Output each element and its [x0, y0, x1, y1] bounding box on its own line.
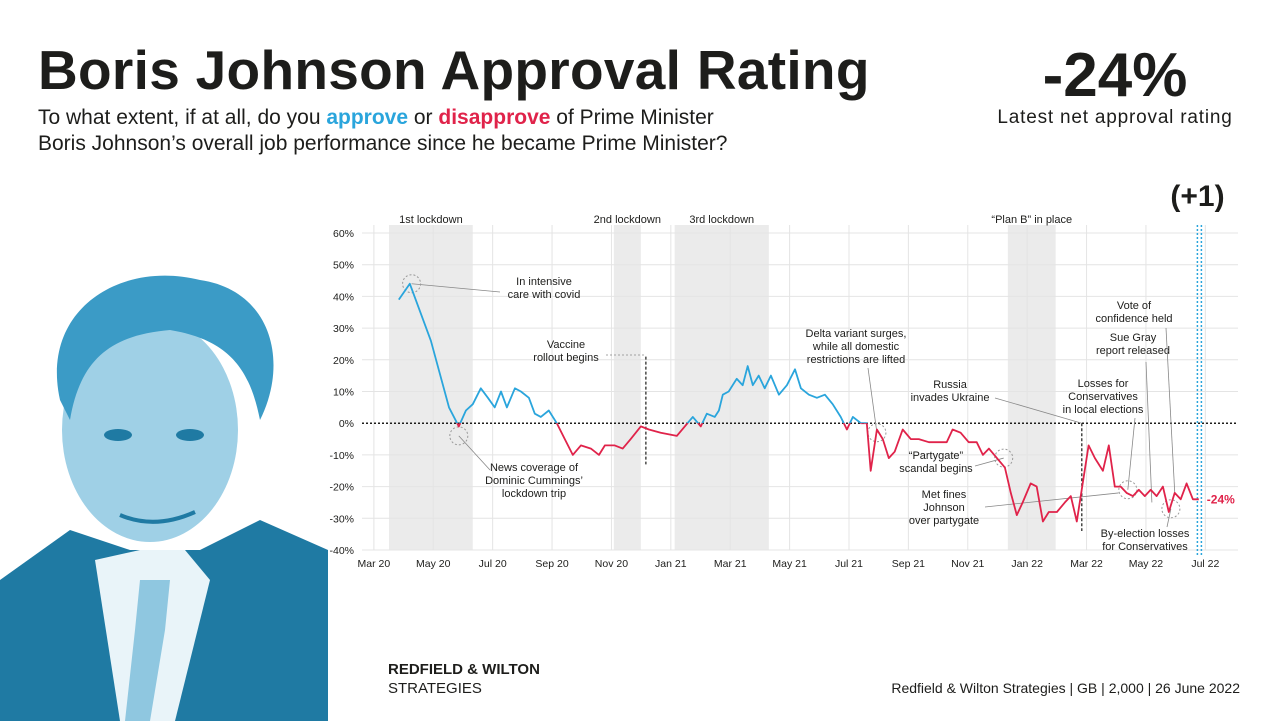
leader-line	[1166, 508, 1172, 528]
annotation-text: “Partygate”	[909, 450, 964, 462]
annotation-text: restrictions are lifted	[807, 354, 905, 366]
leader-line	[984, 492, 1119, 508]
headline-value: -24%	[1042, 41, 1188, 110]
shaded-period	[389, 225, 473, 550]
subtitle-text: Boris Johnson’s overall job performance …	[38, 132, 728, 155]
y-tick-label: -20%	[329, 482, 354, 494]
annotation-text: invades Ukraine	[911, 392, 990, 404]
x-tick-label: Jan 21	[655, 558, 687, 570]
period-label: 2nd lockdown	[594, 214, 661, 226]
x-tick-label: Mar 21	[714, 558, 747, 570]
chart: 1st lockdown 2nd lockdown 3rd lockdown “Pla…	[329, 214, 1238, 570]
subtitle-text: To what extent, if at all, do you	[38, 106, 327, 129]
annotation-text: scandal begins	[899, 463, 973, 475]
disapprove-word: disapprove	[438, 106, 551, 129]
x-tick-label: May 21	[772, 558, 807, 570]
annotation-text: care with covid	[508, 289, 581, 301]
shaded-period	[1007, 225, 1056, 550]
change: (+1)	[1170, 180, 1225, 213]
y-tick-label: -10%	[329, 450, 354, 462]
y-tick-label: 40%	[333, 291, 354, 303]
annotation-text: Dominic Cummings’	[485, 475, 583, 487]
x-tick-label: Nov 21	[951, 558, 984, 570]
end-label: -24%	[1207, 492, 1235, 506]
y-tick-label: 60%	[333, 228, 354, 240]
subtitle-text: of Prime Minister	[550, 106, 714, 129]
annotation-text: Johnson	[923, 502, 965, 514]
subtitle: To what extent, if at all, do you approv…	[38, 106, 714, 130]
title: Boris Johnson Approval Rating	[38, 39, 870, 101]
line-series	[398, 282, 868, 424]
annotation-text: Vaccine	[547, 339, 585, 351]
period-label: 1st lockdown	[399, 214, 463, 226]
annotation-text: report released	[1096, 345, 1170, 357]
leader-line	[1165, 327, 1176, 493]
x-tick-label: Jul 20	[479, 558, 507, 570]
x-tick-label: Mar 20	[358, 558, 391, 570]
annotation-text: Vote of	[1117, 300, 1152, 312]
subtitle-text: or	[408, 106, 439, 129]
source: Redfield & Wilton Strategies | GB | 2,00…	[891, 680, 1240, 696]
x-tick-label: Sep 20	[535, 558, 568, 570]
x-tick-label: May 20	[416, 558, 451, 570]
annotation-text: Sue Gray	[1110, 332, 1157, 344]
annotation-text: News coverage of	[490, 462, 579, 474]
shaded-period	[613, 225, 641, 550]
leader-line	[458, 435, 491, 471]
annotation-text: In intensive	[516, 276, 572, 288]
shaded-period	[674, 225, 769, 550]
y-tick-label: 0%	[339, 418, 354, 430]
brand: REDFIELD & WILTON	[388, 661, 540, 678]
x-tick-label: Sep 21	[892, 558, 925, 570]
period-label: 3rd lockdown	[689, 214, 754, 226]
annotation-text: over partygate	[909, 515, 979, 527]
x-tick-label: Nov 20	[595, 558, 628, 570]
annotation-text: Delta variant surges,	[806, 328, 907, 340]
leader-line	[1145, 361, 1153, 503]
annotation-text: confidence held	[1095, 313, 1172, 325]
annotation-text: Russia	[933, 379, 968, 391]
approve-word: approve	[326, 106, 409, 129]
y-tick-label: -40%	[329, 545, 354, 557]
leader-line	[411, 283, 501, 293]
x-tick-label: Mar 22	[1070, 558, 1103, 570]
y-tick-label: -30%	[329, 513, 354, 525]
annotation-circle	[1161, 499, 1181, 519]
subtitle: Boris Johnson’s overall job performance …	[38, 132, 727, 156]
leader-line	[994, 397, 1082, 424]
x-tick-label: Jan 22	[1011, 558, 1043, 570]
x-tick-label: May 22	[1129, 558, 1164, 570]
line-series	[456, 423, 1199, 523]
annotation-text: lockdown trip	[502, 488, 566, 500]
annotation-text: for Conservatives	[1102, 541, 1188, 553]
annotation-circle	[994, 448, 1014, 468]
x-tick-label: Jul 21	[835, 558, 863, 570]
annotation-text: in local elections	[1063, 404, 1144, 416]
period-label: “Plan B” in place	[991, 214, 1072, 226]
brand: STRATEGIES	[388, 680, 482, 697]
annotation-text: Conservatives	[1068, 391, 1138, 403]
annotation-circle	[402, 274, 422, 294]
leader-line	[1127, 417, 1136, 490]
annotation-text: while all domestic	[812, 341, 900, 353]
annotation-circle	[449, 426, 469, 446]
y-tick-label: 50%	[333, 260, 354, 272]
portrait	[0, 250, 335, 721]
annotation-text: By-election losses	[1101, 528, 1190, 540]
y-tick-label: 30%	[333, 323, 354, 335]
x-tick-label: Jul 22	[1191, 558, 1219, 570]
headline-caption: Latest net approval rating	[997, 107, 1233, 128]
annotation-text: Met fines	[922, 489, 967, 501]
leader-line	[867, 367, 878, 433]
annotation-circle	[1118, 480, 1138, 500]
annotation-text: rollout begins	[533, 352, 599, 364]
y-tick-label: 20%	[333, 355, 354, 367]
annotation-text: Losses for	[1078, 378, 1129, 390]
y-tick-label: 10%	[333, 387, 354, 399]
